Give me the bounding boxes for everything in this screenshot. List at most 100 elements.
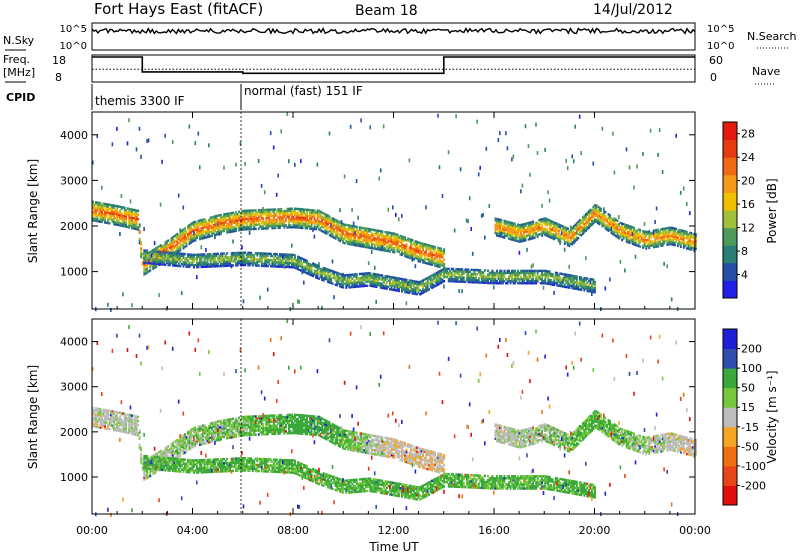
power-cell	[223, 219, 226, 222]
power-cell	[187, 227, 189, 230]
power-cell	[695, 247, 697, 251]
power-cell	[379, 232, 382, 235]
power-cell	[446, 269, 449, 273]
power-cell	[315, 276, 318, 279]
power-cell	[199, 255, 201, 258]
power-cell	[453, 272, 456, 275]
power-cell	[202, 218, 204, 221]
power-cell	[583, 231, 586, 234]
power-cell	[331, 223, 334, 226]
power-cell	[455, 267, 458, 271]
power-cell	[542, 219, 545, 223]
power-cell	[138, 239, 141, 243]
power-cell	[312, 215, 315, 218]
power-cell	[396, 289, 399, 292]
power-cell	[349, 286, 352, 289]
power-cell	[220, 222, 223, 225]
power-cell	[566, 166, 569, 171]
power-cell	[384, 287, 387, 290]
power-cell	[630, 233, 633, 237]
power-cell	[370, 274, 373, 277]
power-cell	[423, 282, 426, 285]
power-cell	[542, 285, 545, 290]
power-cell	[187, 265, 189, 268]
power-cell	[346, 278, 349, 281]
power-cell	[369, 238, 372, 241]
power-cell	[191, 234, 194, 237]
power-cell	[171, 238, 174, 241]
power-cell	[616, 231, 619, 235]
power-cell	[506, 233, 509, 236]
power-cell	[248, 213, 251, 217]
power-cell	[438, 265, 441, 269]
power-cell	[497, 218, 500, 221]
power-cell	[203, 230, 206, 233]
power-cell	[291, 219, 293, 223]
power-cell	[588, 279, 590, 283]
power-cell	[202, 261, 204, 264]
power-cell	[554, 271, 557, 275]
power-cell	[509, 280, 512, 283]
power-cell	[164, 251, 167, 254]
power-cell	[606, 228, 609, 231]
power-cell	[262, 207, 264, 211]
power-cell	[200, 227, 203, 230]
power-cell	[95, 207, 97, 210]
power-cell	[413, 282, 416, 285]
power-cell	[410, 281, 413, 285]
power-cell	[193, 235, 195, 238]
power-cell	[679, 190, 682, 195]
power-cell	[128, 213, 131, 217]
power-cell	[407, 289, 410, 292]
power-cell	[515, 229, 518, 232]
power-cell	[250, 225, 253, 229]
power-cell	[538, 277, 541, 281]
power-cell	[648, 230, 651, 233]
power-cell	[119, 211, 122, 215]
power-cell	[630, 240, 633, 243]
power-cell	[330, 218, 333, 221]
power-cell	[578, 231, 581, 234]
power-cell	[500, 273, 503, 277]
power-cell	[184, 233, 186, 236]
power-cell	[586, 221, 589, 225]
power-cell	[253, 262, 256, 265]
power-cell	[352, 283, 355, 287]
power-cell	[187, 259, 189, 262]
power-cell	[294, 217, 296, 221]
power-cell	[212, 254, 215, 258]
power-cell	[500, 231, 503, 236]
power-cell	[479, 165, 481, 170]
power-cell	[351, 233, 354, 236]
power-cell	[592, 213, 595, 217]
power-cell	[496, 271, 498, 275]
noise-panel-frame	[91, 22, 696, 51]
power-cell	[431, 282, 434, 285]
power-cell	[618, 237, 621, 240]
power-cell	[288, 263, 290, 267]
power-cell	[229, 222, 232, 225]
power-cell	[627, 226, 630, 230]
power-cell	[364, 278, 367, 281]
power-cell	[422, 252, 425, 256]
power-cell	[289, 253, 292, 257]
power-cell	[174, 264, 177, 267]
power-cell	[560, 224, 563, 228]
power-cell	[422, 242, 425, 246]
power-cell	[429, 246, 432, 250]
power-cell	[105, 215, 108, 218]
power-cell	[520, 225, 523, 229]
power-cell	[297, 211, 299, 215]
power-cell	[506, 224, 509, 228]
power-cell	[113, 216, 116, 220]
power-cell	[93, 205, 96, 208]
power-cell	[104, 202, 107, 206]
power-cell	[340, 236, 343, 239]
power-cell	[425, 251, 428, 255]
power-cell	[280, 265, 283, 268]
power-cell	[336, 231, 339, 235]
power-cell	[434, 272, 437, 276]
power-cell	[690, 244, 693, 247]
power-cell	[200, 255, 203, 258]
power-cell	[233, 219, 236, 223]
